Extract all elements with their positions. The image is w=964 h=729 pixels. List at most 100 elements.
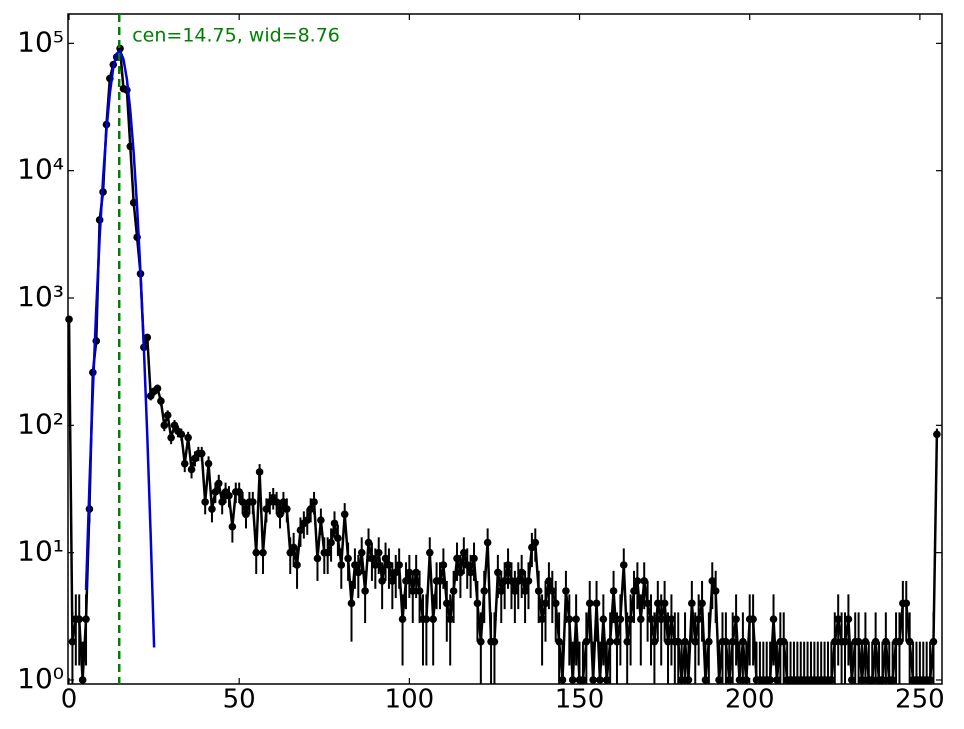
data-point <box>483 538 492 547</box>
data-point <box>524 577 533 585</box>
data-point <box>347 599 356 608</box>
data-point <box>466 568 475 577</box>
data-point <box>480 587 489 595</box>
data-point <box>636 615 645 624</box>
data-point <box>664 637 672 646</box>
data-point <box>334 534 342 542</box>
data-point <box>391 568 400 577</box>
data-point <box>830 637 839 646</box>
data-point <box>657 615 666 624</box>
data-point <box>728 637 737 646</box>
data-point <box>327 538 335 547</box>
data-point <box>330 519 339 528</box>
data-point <box>317 516 325 524</box>
data-point <box>500 577 509 585</box>
data-point <box>272 498 281 506</box>
data-point <box>708 577 717 585</box>
data-point <box>841 637 849 646</box>
data-point <box>739 637 747 646</box>
data-point <box>878 676 887 684</box>
data-point <box>613 637 621 646</box>
data-point <box>255 468 264 476</box>
data-point <box>361 587 369 595</box>
data-point <box>694 615 703 624</box>
data-point <box>858 676 866 684</box>
data-point <box>643 599 652 608</box>
data-point <box>415 587 424 595</box>
data-point <box>160 421 169 430</box>
data-point <box>667 615 676 624</box>
data-point <box>204 459 213 468</box>
data-point <box>429 615 437 624</box>
data-point <box>167 433 175 442</box>
data-point <box>177 430 186 439</box>
data-point <box>82 615 90 624</box>
data-point <box>827 676 836 684</box>
data-point <box>511 587 519 595</box>
data-point <box>214 479 223 488</box>
data-point <box>585 599 594 608</box>
data-point <box>684 676 693 684</box>
data-point <box>562 587 570 595</box>
data-point <box>470 554 478 563</box>
data-point <box>201 498 209 506</box>
data-point <box>596 676 604 684</box>
x-tick-label: 50 <box>223 685 256 715</box>
data-point <box>153 384 162 393</box>
data-point <box>725 676 734 684</box>
data-point <box>531 538 540 547</box>
data-point <box>313 554 322 563</box>
data-point <box>565 615 574 624</box>
data-point <box>551 599 560 608</box>
data-point <box>589 676 597 684</box>
y-tick-label: 10³ <box>17 280 64 313</box>
data-point <box>187 465 196 474</box>
y-tick-label: 10¹ <box>17 535 64 568</box>
data-point <box>310 498 318 506</box>
x-tick-label: 100 <box>385 685 435 715</box>
data-point <box>357 548 366 557</box>
data-point <box>180 459 189 468</box>
fit-line <box>84 49 156 648</box>
data-point <box>395 561 403 569</box>
data-point <box>868 676 877 684</box>
data-point <box>538 615 546 624</box>
data-point <box>572 615 580 624</box>
data-point <box>303 516 312 524</box>
x-tick-label: 150 <box>555 685 605 715</box>
data-point <box>681 637 689 646</box>
annotation: cen=14.75, wid=8.76 <box>132 25 340 47</box>
x-tick-label: 0 <box>61 685 78 715</box>
data-point <box>688 599 696 608</box>
data-point <box>385 561 393 569</box>
data-point <box>68 637 77 646</box>
data-point <box>225 491 233 500</box>
data-point <box>742 676 751 684</box>
data-point <box>228 522 237 531</box>
data-point <box>609 587 618 595</box>
data-point <box>337 561 346 569</box>
data-point <box>289 543 298 552</box>
data-point <box>351 561 359 569</box>
data-point <box>568 676 577 684</box>
data-point <box>619 561 628 569</box>
data-point <box>905 637 914 646</box>
data-point <box>439 561 448 569</box>
data-point <box>443 599 451 608</box>
y-tick-label: 10⁰ <box>17 662 64 695</box>
data-point <box>388 577 397 585</box>
data-point <box>65 315 73 324</box>
data-point <box>446 615 455 624</box>
data-point <box>453 554 461 563</box>
data-point <box>888 676 897 684</box>
data-point <box>640 577 649 585</box>
data-point <box>208 505 216 513</box>
data-point <box>163 411 172 420</box>
data-point <box>534 587 543 595</box>
data-point <box>460 548 468 557</box>
data-point <box>848 676 856 684</box>
data-point <box>283 505 291 513</box>
data-point <box>902 599 911 608</box>
data-point <box>834 615 842 624</box>
